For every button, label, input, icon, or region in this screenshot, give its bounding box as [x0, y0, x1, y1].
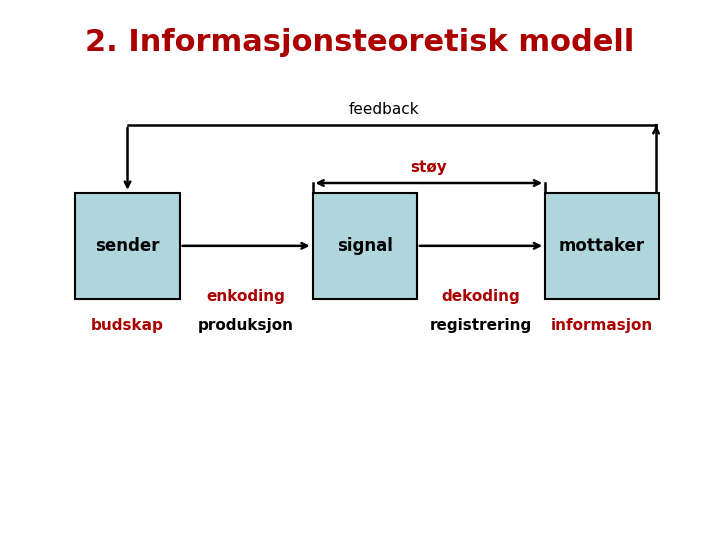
Text: enkoding: enkoding: [207, 289, 286, 305]
Text: sender: sender: [95, 237, 160, 255]
Text: dekoding: dekoding: [441, 289, 520, 305]
Text: mottaker: mottaker: [559, 237, 645, 255]
FancyBboxPatch shape: [76, 193, 180, 299]
FancyBboxPatch shape: [312, 193, 417, 299]
Text: registrering: registrering: [429, 319, 531, 333]
Text: 2. Informasjonsteoretisk modell: 2. Informasjonsteoretisk modell: [85, 28, 635, 57]
FancyBboxPatch shape: [545, 193, 659, 299]
Text: støy: støy: [410, 160, 446, 176]
Text: informasjon: informasjon: [551, 319, 653, 333]
Text: feedback: feedback: [348, 102, 419, 117]
Text: budskap: budskap: [91, 319, 164, 333]
Text: produksjon: produksjon: [198, 319, 294, 333]
Text: signal: signal: [337, 237, 392, 255]
